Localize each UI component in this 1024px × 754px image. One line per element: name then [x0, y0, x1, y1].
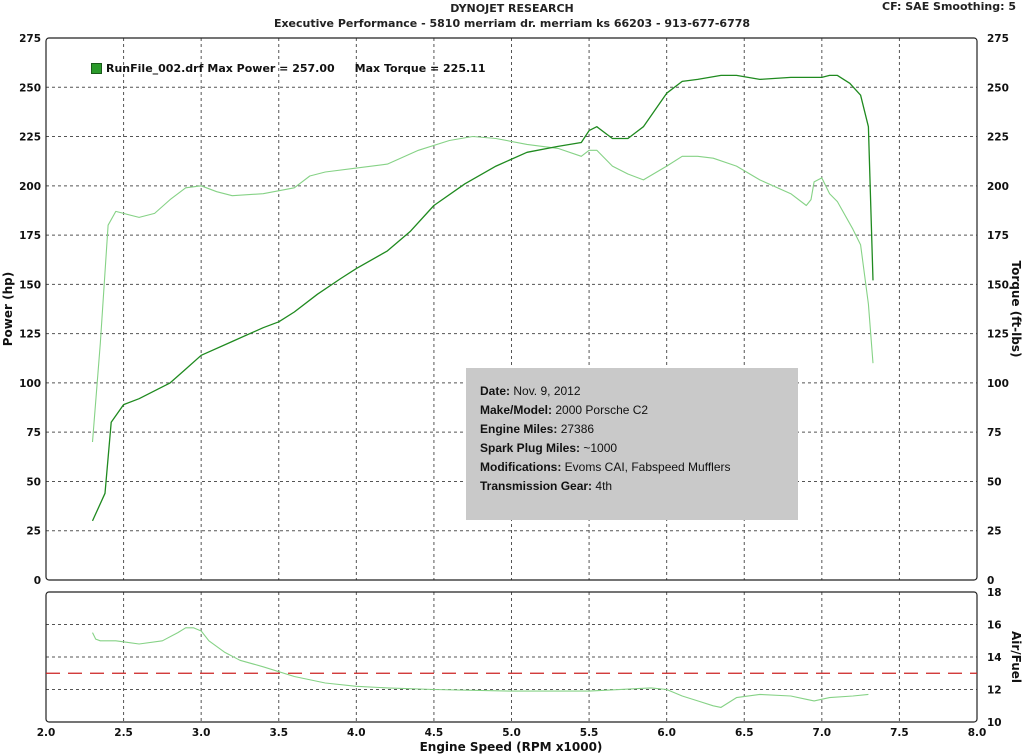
info-label: Engine Miles: [480, 422, 558, 436]
afr-tick-label: 12 [987, 685, 1002, 697]
correction-factor-label: CF: SAE Smoothing: 5 [882, 0, 1016, 13]
afr-plot-frame [45, 591, 978, 723]
legend: RunFile_002.drf Max Power = 257.00 Max T… [91, 62, 485, 75]
y-tick-label-right: 225 [987, 132, 1009, 144]
afr-grid [46, 592, 977, 722]
torque-line [91, 135, 874, 443]
y-tick-label-right: 175 [987, 230, 1009, 242]
y-tick-label-right: 50 [987, 476, 1002, 488]
series-layer [91, 74, 874, 708]
y-tick-label-left: 150 [19, 279, 41, 291]
x-tick-label: 6.0 [657, 727, 676, 739]
info-value: 2000 Porsche C2 [555, 403, 649, 417]
x-tick-label: 2.0 [37, 727, 56, 739]
info-value: Nov. 9, 2012 [513, 384, 581, 398]
y-axis-title-airfuel: Air/Fuel [1009, 631, 1023, 683]
info-value: 4th [595, 479, 613, 493]
x-tick-label: 6.5 [735, 727, 754, 739]
info-label: Date: [480, 384, 511, 398]
y-tick-label-right: 75 [987, 427, 1002, 439]
info-label: Spark Plug Miles: [480, 441, 581, 455]
info-value: ~1000 [583, 441, 618, 455]
info-row: Transmission Gear: 4th [480, 477, 798, 496]
info-row: Date: Nov. 9, 2012 [480, 382, 798, 401]
y-tick-label-right: 125 [987, 329, 1009, 341]
x-tick-label: 5.5 [580, 727, 599, 739]
y-axis-title-power: Power (hp) [1, 272, 15, 346]
x-tick-label: 5.0 [502, 727, 521, 739]
y-tick-label-right: 100 [987, 378, 1009, 390]
y-tick-label-left: 275 [19, 33, 41, 45]
y-tick-label-left: 75 [26, 427, 41, 439]
legend-swatch [91, 63, 102, 74]
y-tick-label-right: 200 [987, 181, 1009, 193]
y-tick-label-right: 25 [987, 526, 1002, 538]
y-tick-label-left: 25 [26, 526, 41, 538]
report-subtitle: Executive Performance - 5810 merriam dr.… [273, 17, 751, 30]
x-tick-label: 8.0 [968, 727, 987, 739]
y-tick-label-left: 50 [26, 476, 41, 488]
legend-max-power: Max Power = 257.00 [207, 62, 335, 75]
x-tick-label: 7.0 [813, 727, 832, 739]
legend-max-torque: Max Torque = 225.11 [354, 62, 486, 75]
y-tick-label-right: 275 [987, 33, 1009, 45]
y-tick-label-left: 225 [19, 132, 41, 144]
y-tick-label-left: 175 [19, 230, 41, 242]
info-label: Modifications: [480, 460, 562, 474]
y-axis-title-torque: Torque (ft-lbs) [1009, 261, 1023, 358]
info-row: Make/Model: 2000 Porsche C2 [480, 401, 798, 420]
main-y-axis-right: 0 25 50 75 100 125 150 175 200 225 250 275 [987, 33, 1009, 587]
x-tick-label: 4.0 [347, 727, 366, 739]
x-tick-label: 4.5 [425, 727, 444, 739]
info-value: Evoms CAI, Fabspeed Mufflers [564, 460, 731, 474]
afr-tick-label: 18 [987, 587, 1002, 599]
info-value: 27386 [560, 422, 595, 436]
main-plot-frame [45, 37, 978, 581]
run-info-box: Date: Nov. 9, 2012 Make/Model: 2000 Porsc… [466, 368, 798, 520]
y-tick-label-left: 200 [19, 181, 41, 193]
afr-tick-label: 10 [987, 717, 1002, 729]
y-tick-label-left: 250 [19, 82, 41, 94]
afr-y-axis-right: 10 12 14 16 18 [987, 587, 1002, 729]
x-tick-label: 3.0 [192, 727, 211, 739]
x-axis: 2.0 2.5 3.0 3.5 4.0 4.5 5.0 5.5 6.0 6.5 7.0 7.5 8.0 [37, 727, 987, 739]
info-label: Transmission Gear: [480, 479, 593, 493]
y-tick-label-right: 250 [987, 82, 1009, 94]
main-y-axis-left: 0 25 50 75 100 125 150 175 200 225 250 275 [19, 33, 41, 587]
y-tick-label-right: 150 [987, 279, 1009, 291]
afr-tick-label: 16 [987, 620, 1002, 632]
info-label: Make/Model: [480, 403, 553, 417]
legend-run-file: RunFile_002.drf [106, 62, 204, 75]
afr-tick-label: 14 [987, 652, 1002, 664]
info-row: Modifications: Evoms CAI, Fabspeed Muffl… [480, 458, 798, 477]
y-tick-label-right: 0 [987, 575, 994, 587]
x-tick-label: 3.5 [269, 727, 288, 739]
afr-line [92, 627, 869, 708]
y-tick-label-left: 125 [19, 329, 41, 341]
y-tick-label-left: 0 [34, 575, 41, 587]
info-row: Engine Miles: 27386 [480, 420, 798, 439]
info-row: Spark Plug Miles: ~1000 [480, 439, 798, 458]
power-line [91, 74, 874, 522]
y-tick-label-left: 100 [19, 378, 41, 390]
x-tick-label: 2.5 [114, 727, 133, 739]
x-axis-title: Engine Speed (RPM x1000) [420, 740, 603, 754]
report-title: DYNOJET RESEARCH [450, 2, 574, 15]
x-tick-label: 7.5 [890, 727, 909, 739]
